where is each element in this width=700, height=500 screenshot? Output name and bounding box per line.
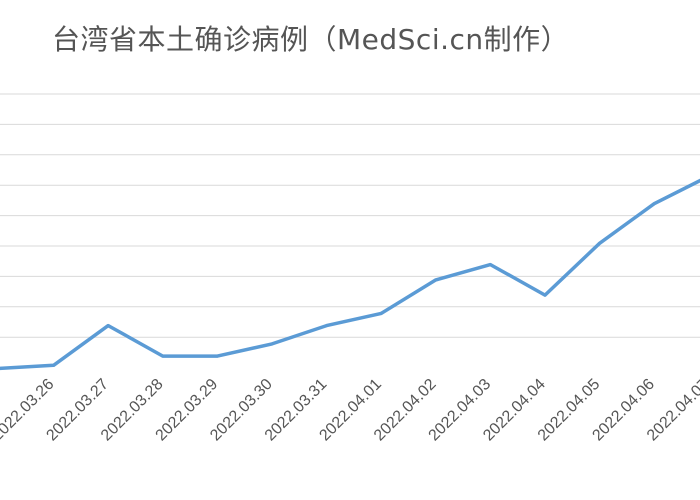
data-point-3 xyxy=(161,354,165,358)
data-point-5 xyxy=(270,342,274,346)
series-line-0 xyxy=(0,178,700,371)
data-point-4 xyxy=(215,354,219,358)
data-point-2 xyxy=(106,324,110,328)
data-point-10 xyxy=(543,293,547,297)
data-point-12 xyxy=(652,202,656,206)
chart-title: 台湾省本土确诊病例（MedSci.cn制作） xyxy=(52,23,570,56)
data-point-7 xyxy=(379,311,383,315)
data-point-11 xyxy=(598,241,602,245)
data-point-9 xyxy=(488,263,492,267)
data-point-8 xyxy=(434,278,438,282)
data-point-1 xyxy=(52,363,56,367)
data-point-6 xyxy=(325,324,329,328)
data-point-0 xyxy=(0,367,1,370)
